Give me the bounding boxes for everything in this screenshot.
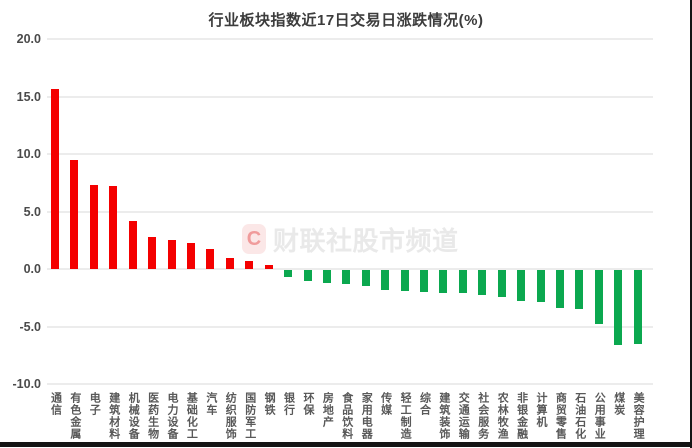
x-axis-category-label: 电子	[88, 392, 101, 416]
x-axis-category-label: 石油石化	[573, 392, 586, 440]
y-axis-tick-label: 15.0	[16, 89, 41, 104]
y-axis-tick-label: 10.0	[16, 147, 41, 162]
bar-建筑装饰	[439, 270, 448, 294]
bar-综合	[420, 270, 428, 293]
cailianshe-logo-icon: C	[242, 224, 266, 254]
bar-食品饮料	[342, 270, 351, 284]
x-axis-category-label: 商贸零售	[554, 392, 567, 440]
x-axis-category-label: 综合	[418, 392, 431, 416]
gridline	[47, 210, 653, 213]
x-axis-category-label: 有色金属	[68, 392, 81, 440]
bar-家用电器	[361, 270, 370, 287]
y-axis-tick-label: -5.0	[19, 319, 41, 334]
y-axis-tick-label: 0.0	[23, 262, 41, 277]
right-edge-border	[690, 0, 692, 448]
y-axis-tick-label: 5.0	[23, 204, 41, 219]
x-axis-category-label: 通信	[49, 392, 62, 416]
gridline	[47, 383, 653, 386]
bar-轻工制造	[400, 270, 409, 291]
bar-非银金融	[517, 270, 526, 302]
bar-机械设备	[128, 220, 137, 270]
bar-电子	[89, 185, 98, 270]
bar-国防军工	[245, 261, 254, 270]
bar-传媒	[381, 270, 390, 290]
x-axis-category-label: 环保	[302, 392, 314, 416]
x-axis-category-label: 农林牧渔	[496, 392, 509, 440]
bar-建筑材料	[109, 186, 118, 270]
x-axis-category-label: 传媒	[379, 392, 392, 416]
x-axis-category-label: 国防军工	[243, 392, 256, 440]
x-axis-category-label: 计算机	[535, 392, 547, 428]
x-axis-category-label: 房地产	[321, 392, 334, 428]
bar-银行	[284, 270, 292, 278]
x-axis-category-label: 交通运输	[457, 392, 470, 440]
bar-计算机	[536, 270, 545, 303]
gridline	[47, 325, 653, 328]
bar-基础化工	[186, 242, 195, 270]
bar-石油石化	[575, 270, 584, 310]
bar-电力设备	[167, 240, 176, 270]
bar-有色金属	[70, 159, 79, 270]
bar-纺织服饰	[225, 257, 234, 270]
x-axis-category-label: 美容护理	[632, 392, 645, 440]
x-axis-category-label: 食品饮料	[340, 392, 353, 440]
bar-美容护理	[633, 270, 642, 344]
watermark-text: 财联社股市频道	[273, 225, 459, 256]
bar-医药生物	[148, 237, 157, 270]
bar-通信	[51, 88, 59, 270]
x-axis-category-label: 纺织服饰	[224, 392, 237, 440]
bottom-edge-border	[0, 442, 692, 447]
x-axis-category-label: 医药生物	[146, 392, 159, 440]
x-axis-category-label: 建筑材料	[107, 392, 120, 440]
gridline	[47, 38, 653, 41]
bar-公用事业	[594, 270, 603, 325]
bar-农林牧渔	[497, 270, 506, 297]
bar-钢铁	[264, 264, 273, 270]
x-axis-category-label: 建筑装饰	[437, 392, 450, 440]
x-axis-category-label: 轻工制造	[399, 392, 412, 440]
x-axis-category-label: 钢铁	[263, 392, 276, 416]
y-axis-tick-label: 20.0	[16, 32, 41, 47]
bar-商贸零售	[555, 270, 564, 309]
x-axis-category-label: 机械设备	[127, 392, 140, 440]
x-axis-category-label: 非银金融	[515, 392, 528, 440]
x-axis-category-label: 银行	[282, 392, 295, 416]
gridline	[47, 268, 653, 271]
gridline	[47, 153, 653, 156]
chart-title: 行业板块指数近17日交易日涨跌情况(%)	[208, 12, 484, 29]
watermark: C 财联社股市频道	[242, 224, 459, 256]
x-axis-category-label: 家用电器	[360, 392, 373, 440]
y-axis-tick-label: -10.0	[12, 377, 42, 392]
x-axis-category-label: 煤炭	[612, 392, 625, 416]
x-axis-category-label: 电力设备	[166, 392, 178, 440]
bar-汽车	[206, 248, 215, 270]
x-axis-category-label: 汽车	[204, 392, 217, 416]
bar-交通运输	[458, 270, 467, 294]
x-axis-category-label: 公用事业	[593, 392, 606, 440]
bar-环保	[303, 270, 312, 281]
gridline	[47, 95, 653, 98]
bar-房地产	[322, 270, 331, 283]
bar-煤炭	[614, 270, 623, 345]
bar-社会服务	[478, 270, 487, 296]
x-axis-category-label: 基础化工	[185, 392, 198, 440]
x-axis-category-label: 社会服务	[476, 392, 489, 440]
